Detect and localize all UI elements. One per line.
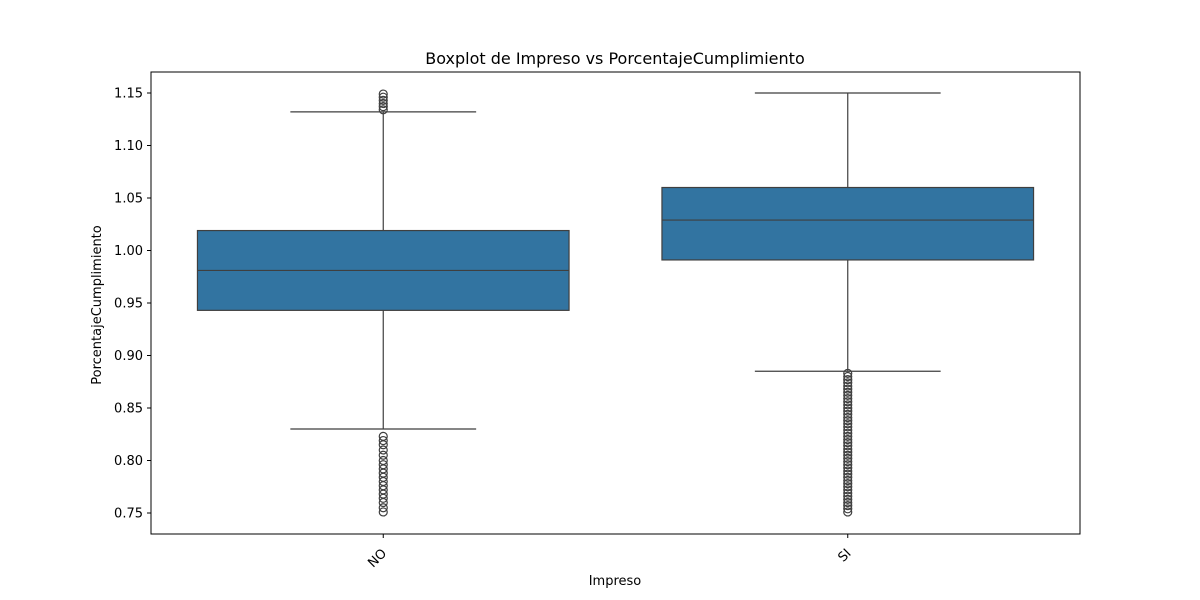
y-tick-label: 1.15 [114,87,143,102]
outlier-point [378,460,388,470]
y-axis-label: PorcentajeCumplimiento [90,225,105,385]
outlier-point [378,98,388,109]
plot-area [196,89,1035,517]
outlier-point [843,450,853,460]
outlier-point [843,479,853,489]
outlier-point [843,482,853,492]
outlier-point [843,409,853,419]
outlier-point [843,434,853,445]
outlier-point [378,507,388,517]
outlier-point [378,89,388,99]
outlier-point [843,501,853,511]
outlier-point [843,466,853,476]
box-iqr [661,186,1035,261]
box-group-si [661,92,1035,517]
y-tick-label: 0.85 [114,402,143,417]
outlier-point [843,400,853,410]
outlier-point [843,444,853,454]
outlier-point [843,412,853,423]
outlier-point [843,456,853,467]
outlier-point [843,416,853,426]
outlier-point [843,469,853,479]
outlier-point [843,438,853,448]
outlier-point [843,447,853,457]
outlier-point [843,387,853,397]
outlier-point [843,419,853,429]
y-tick-label: 1.10 [114,139,143,154]
outlier-point [378,435,388,446]
box-group-no [196,89,570,517]
outlier-point [843,384,853,394]
y-tick-label: 1.05 [114,192,143,207]
outlier-point [843,390,853,400]
outlier-point [843,491,853,501]
outlier-point [843,381,853,391]
outlier-point [378,105,388,115]
outlier-point [843,393,853,404]
outlier-point [843,431,853,441]
outlier-point [843,378,853,388]
outlier-point [843,368,853,378]
outlier-point [843,463,853,473]
outlier-point [378,95,388,105]
outlier-point [843,497,853,508]
outlier-point [378,102,388,112]
outlier-point [843,403,853,413]
outlier-point [843,397,853,407]
outlier-point [843,422,853,432]
outlier-point [843,472,853,482]
y-tick-label: 1.00 [114,244,143,259]
y-tick-label: 0.75 [114,507,143,522]
outlier-point [843,485,853,495]
y-axis: 0.75 0.80 0.85 0.90 0.95 1.00 1.05 1.10 1.15 [114,87,151,522]
outlier-point [378,450,388,460]
outlier-point [378,431,388,441]
outlier-point [378,455,388,466]
chart-title: Boxplot de Impreso vs PorcentajeCumplimi… [425,49,804,68]
y-tick-label: 0.90 [114,349,143,364]
outlier-point [843,507,853,517]
outlier-point [843,428,853,438]
outlier-point [843,371,853,382]
outlier-point [843,375,853,385]
outlier-point [843,504,853,514]
outlier-point [843,460,853,470]
outlier-point [378,445,388,455]
y-tick-label: 0.95 [114,297,143,312]
x-axis-label: Impreso [589,574,642,589]
outlier-point [843,488,853,498]
outlier-point [843,425,853,435]
outlier-point [843,494,853,504]
outlier-point [843,475,853,486]
outlier-point [843,453,853,463]
outlier-point [378,503,388,513]
outlier-point [843,441,853,451]
outlier-point [843,406,853,416]
y-tick-label: 0.80 [114,454,143,469]
outlier-point [378,92,388,102]
